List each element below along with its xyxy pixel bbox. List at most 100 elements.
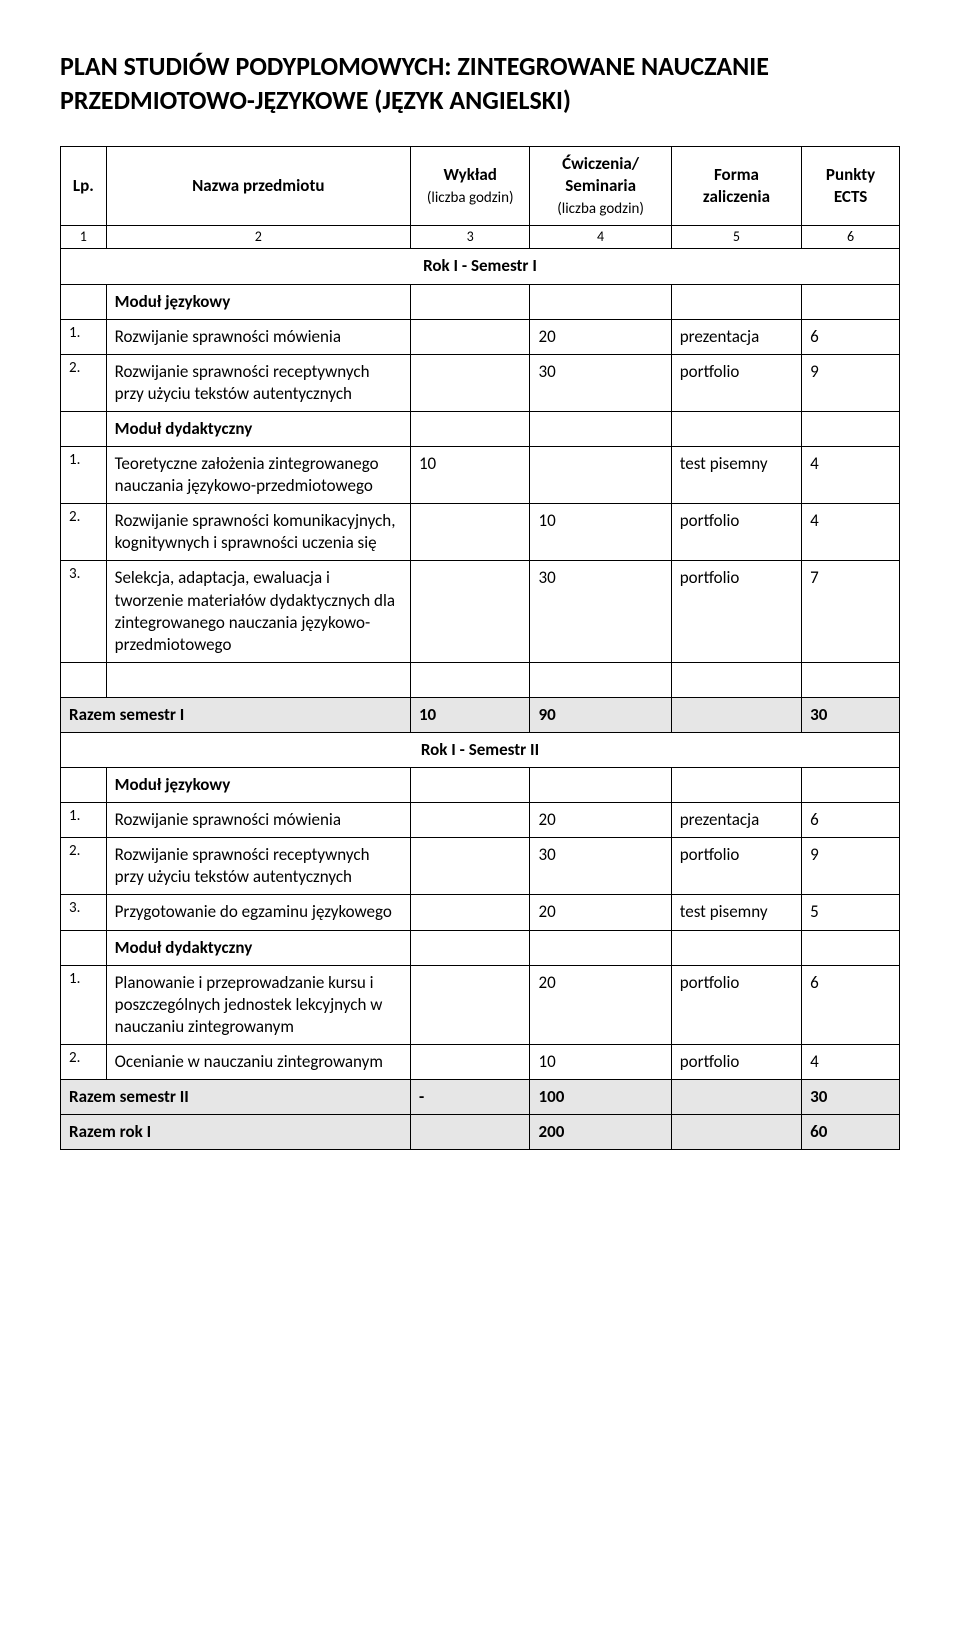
sem2-total-wyk: - — [410, 1080, 530, 1115]
row-wyk — [410, 561, 530, 662]
table-row: 1. Planowanie i przeprowadzanie kursu i … — [61, 965, 900, 1044]
cell-empty — [61, 662, 107, 697]
row-lp: 1. — [61, 965, 107, 1044]
sem2-total-label: Razem semestr II — [61, 1080, 411, 1115]
header-cwiczenia-label: Ćwiczenia/ Seminaria — [562, 153, 639, 196]
column-number-row: 1 2 3 4 5 6 — [61, 226, 900, 249]
row-wyk — [410, 803, 530, 838]
row-forma: portfolio — [671, 354, 801, 411]
row-wyk — [410, 504, 530, 561]
row-ects: 4 — [802, 447, 900, 504]
row-name: Rozwijanie sprawności mówienia — [106, 319, 410, 354]
colnum-6: 6 — [802, 226, 900, 249]
row-lp: 3. — [61, 895, 107, 930]
header-lp: Lp. — [61, 146, 107, 226]
row-cw: 10 — [530, 1044, 671, 1079]
row-lp: 1. — [61, 447, 107, 504]
cell-empty — [410, 411, 530, 446]
table-row: 2. Ocenianie w nauczaniu zintegrowanym 1… — [61, 1044, 900, 1079]
sem2-module-language-label: Moduł językowy — [106, 768, 410, 803]
colnum-3: 3 — [410, 226, 530, 249]
table-row: 2. Rozwijanie sprawności receptywnych pr… — [61, 838, 900, 895]
cell-empty — [802, 768, 900, 803]
row-lp: 2. — [61, 838, 107, 895]
row-wyk — [410, 838, 530, 895]
semester-2-title: Rok I - Semestr II — [61, 732, 900, 767]
sem1-total-ects: 30 — [802, 697, 900, 732]
header-row: Lp. Nazwa przedmiotu Wykład(liczba godzi… — [61, 146, 900, 226]
sem2-module-didactic-label: Moduł dydaktyczny — [106, 930, 410, 965]
cell-empty — [802, 411, 900, 446]
cell-empty — [671, 284, 801, 319]
sem1-module-language: Moduł językowy — [61, 284, 900, 319]
row-cw: 20 — [530, 803, 671, 838]
row-cw: 20 — [530, 319, 671, 354]
row-cw: 30 — [530, 561, 671, 662]
sem2-total-row: Razem semestr II - 100 30 — [61, 1080, 900, 1115]
row-cw: 20 — [530, 965, 671, 1044]
cell-empty — [410, 662, 530, 697]
table-row: 1. Rozwijanie sprawności mówienia 20 pre… — [61, 319, 900, 354]
table-row: 1. Rozwijanie sprawności mówienia 20 pre… — [61, 803, 900, 838]
row-name: Ocenianie w nauczaniu zintegrowanym — [106, 1044, 410, 1079]
colnum-2: 2 — [106, 226, 410, 249]
row-cw: 20 — [530, 895, 671, 930]
cell-empty — [61, 284, 107, 319]
header-name: Nazwa przedmiotu — [106, 146, 410, 226]
cell-empty — [410, 930, 530, 965]
row-forma: portfolio — [671, 561, 801, 662]
row-forma: portfolio — [671, 504, 801, 561]
row-forma: portfolio — [671, 838, 801, 895]
row-name: Selekcja, adaptacja, ewaluacja i tworzen… — [106, 561, 410, 662]
row-name: Przygotowanie do egzaminu językowego — [106, 895, 410, 930]
cell-empty — [61, 411, 107, 446]
cell-empty — [802, 284, 900, 319]
header-forma: Forma zaliczenia — [671, 146, 801, 226]
row-ects: 6 — [802, 803, 900, 838]
table-row: 3. Przygotowanie do egzaminu językowego … — [61, 895, 900, 930]
row-ects: 5 — [802, 895, 900, 930]
row-wyk — [410, 354, 530, 411]
sem2-total-ects: 30 — [802, 1080, 900, 1115]
year-total-ects: 60 — [802, 1115, 900, 1150]
cell-empty — [61, 768, 107, 803]
row-name: Rozwijanie sprawności komunikacyjnych, k… — [106, 504, 410, 561]
row-name: Rozwijanie sprawności mówienia — [106, 803, 410, 838]
table-row: 3. Selekcja, adaptacja, ewaluacja i twor… — [61, 561, 900, 662]
cell-empty — [802, 662, 900, 697]
row-ects: 9 — [802, 838, 900, 895]
row-name: Rozwijanie sprawności receptywnych przy … — [106, 838, 410, 895]
cell-empty — [802, 930, 900, 965]
row-wyk — [410, 895, 530, 930]
sem1-total-label: Razem semestr I — [61, 697, 411, 732]
header-wyklad: Wykład(liczba godzin) — [410, 146, 530, 226]
sem1-total-row: Razem semestr I 10 90 30 — [61, 697, 900, 732]
colnum-4: 4 — [530, 226, 671, 249]
row-wyk — [410, 965, 530, 1044]
year-total-label: Razem rok I — [61, 1115, 411, 1150]
row-wyk: 10 — [410, 447, 530, 504]
spacer-row — [61, 662, 900, 697]
row-ects: 9 — [802, 354, 900, 411]
table-row: 2. Rozwijanie sprawności receptywnych pr… — [61, 354, 900, 411]
year-total-wyk — [410, 1115, 530, 1150]
header-cwiczenia: Ćwiczenia/ Seminaria(liczba godzin) — [530, 146, 671, 226]
cell-empty — [106, 662, 410, 697]
year-total-forma — [671, 1115, 801, 1150]
table-row: 2. Rozwijanie sprawności komunikacyjnych… — [61, 504, 900, 561]
cell-empty — [530, 768, 671, 803]
row-ects: 4 — [802, 504, 900, 561]
sem1-total-wyk: 10 — [410, 697, 530, 732]
sem1-module-didactic: Moduł dydaktyczny — [61, 411, 900, 446]
row-name: Rozwijanie sprawności receptywnych przy … — [106, 354, 410, 411]
sem2-module-didactic: Moduł dydaktyczny — [61, 930, 900, 965]
row-forma: portfolio — [671, 1044, 801, 1079]
row-lp: 1. — [61, 319, 107, 354]
row-ects: 6 — [802, 965, 900, 1044]
cell-empty — [61, 930, 107, 965]
colnum-1: 1 — [61, 226, 107, 249]
sem1-total-cw: 90 — [530, 697, 671, 732]
row-cw: 10 — [530, 504, 671, 561]
row-ects: 4 — [802, 1044, 900, 1079]
cell-empty — [671, 411, 801, 446]
